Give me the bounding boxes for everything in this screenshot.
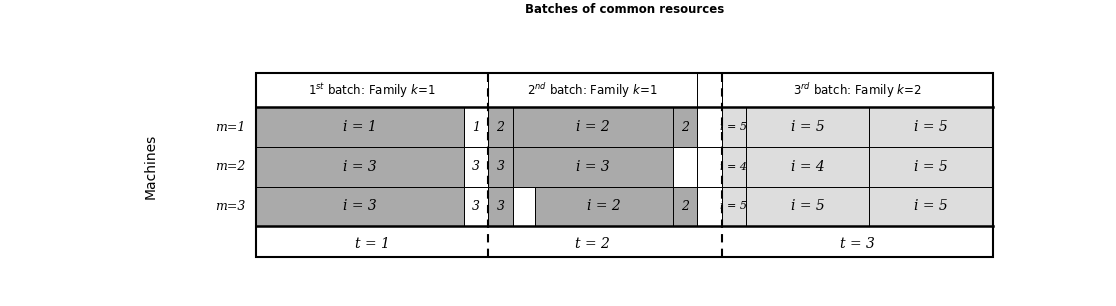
Text: Batches of common resources: Batches of common resources: [526, 3, 724, 16]
Text: i = 3: i = 3: [344, 160, 377, 174]
Bar: [535, 187, 673, 226]
Text: 1$^{st}$ batch: Family $k$=1: 1$^{st}$ batch: Family $k$=1: [308, 81, 436, 100]
Bar: [869, 147, 993, 187]
Text: t = 2: t = 2: [575, 237, 610, 251]
Text: 3$^{rd}$ batch: Family $k$=2: 3$^{rd}$ batch: Family $k$=2: [793, 81, 922, 100]
Bar: [489, 107, 512, 147]
Bar: [673, 147, 696, 187]
Text: 1: 1: [472, 121, 480, 134]
Bar: [257, 187, 464, 226]
Text: i = 5: i = 5: [720, 122, 748, 132]
Bar: [512, 107, 673, 147]
Text: i = 1: i = 1: [344, 120, 377, 134]
Bar: [869, 187, 993, 226]
Text: 2: 2: [497, 121, 504, 134]
Bar: [257, 107, 464, 147]
Text: Machines: Machines: [144, 134, 157, 200]
Bar: [673, 187, 696, 226]
Bar: [257, 73, 489, 107]
Text: 3: 3: [472, 200, 480, 213]
Bar: [696, 73, 722, 107]
Text: i = 3: i = 3: [344, 200, 377, 213]
Bar: [257, 147, 464, 187]
Text: 2$^{nd}$ batch: Family $k$=1: 2$^{nd}$ batch: Family $k$=1: [528, 81, 658, 100]
Bar: [464, 147, 489, 187]
Text: t = 3: t = 3: [840, 237, 875, 251]
Text: 2: 2: [681, 200, 689, 213]
Text: i = 5: i = 5: [914, 200, 949, 213]
Bar: [696, 107, 722, 147]
Text: i = 4: i = 4: [790, 160, 825, 174]
Bar: [722, 107, 745, 147]
Text: i = 2: i = 2: [587, 200, 620, 213]
Text: i = 2: i = 2: [576, 120, 609, 134]
Bar: [512, 187, 535, 226]
Bar: [464, 187, 489, 226]
Text: i = 5: i = 5: [790, 200, 825, 213]
Text: t = 1: t = 1: [355, 237, 389, 251]
Text: i = 5: i = 5: [914, 160, 949, 174]
Text: m=2: m=2: [215, 160, 246, 173]
Bar: [722, 187, 745, 226]
Bar: [869, 107, 993, 147]
Text: m=1: m=1: [215, 121, 246, 134]
Text: 3: 3: [472, 160, 480, 173]
Bar: [696, 147, 722, 187]
Text: m=3: m=3: [215, 200, 246, 213]
Bar: [489, 187, 512, 226]
Text: 2: 2: [681, 121, 689, 134]
Bar: [673, 107, 696, 147]
Bar: [512, 147, 673, 187]
Bar: [489, 147, 512, 187]
Bar: [696, 187, 722, 226]
Bar: [722, 73, 993, 107]
Bar: [745, 147, 869, 187]
Text: 3: 3: [497, 160, 504, 173]
Text: i = 5: i = 5: [720, 201, 748, 211]
Text: i = 4: i = 4: [720, 162, 748, 172]
Text: i = 3: i = 3: [576, 160, 609, 174]
Bar: [257, 73, 993, 257]
Bar: [745, 187, 869, 226]
Bar: [464, 107, 489, 147]
Text: 3: 3: [497, 200, 504, 213]
Bar: [745, 107, 869, 147]
Text: i = 5: i = 5: [914, 120, 949, 134]
Text: i = 5: i = 5: [790, 120, 825, 134]
Bar: [489, 73, 696, 107]
Bar: [722, 147, 745, 187]
